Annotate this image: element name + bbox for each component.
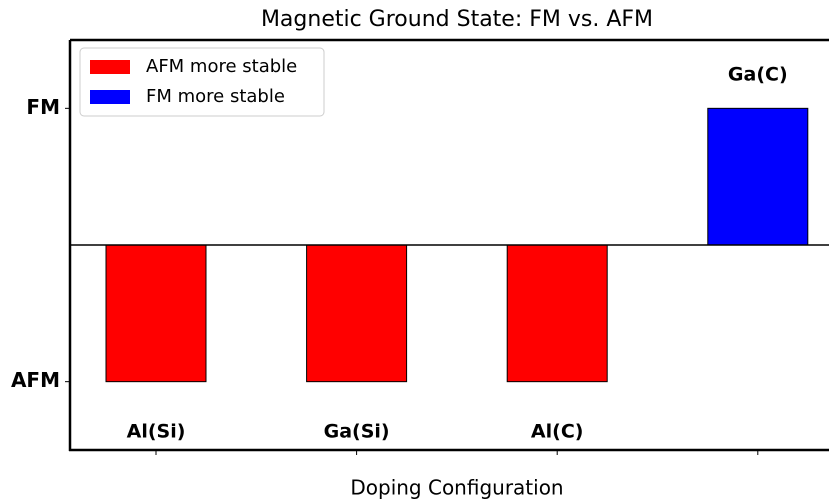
category-label: Ga(Si) [324,421,390,443]
y-tick-label: FM [26,95,60,119]
chart-title: Magnetic Ground State: FM vs. AFM [261,7,653,32]
category-label: Ga(C) [728,64,788,86]
bar [506,244,608,383]
legend: AFM more stable FM more stable [79,47,325,117]
category-label: Al(C) [531,421,584,443]
x-axis-label: Doping Configuration [350,476,563,500]
category-label: Al(Si) [127,421,186,443]
bar [707,107,809,246]
legend-box [79,47,325,117]
y-tick-label: AFM [11,368,60,392]
legend-label: AFM more stable [146,56,297,77]
bar [306,244,408,383]
legend-swatch [90,60,130,74]
legend-label: FM more stable [146,86,285,107]
legend-swatch [90,90,130,104]
bar [105,244,207,383]
